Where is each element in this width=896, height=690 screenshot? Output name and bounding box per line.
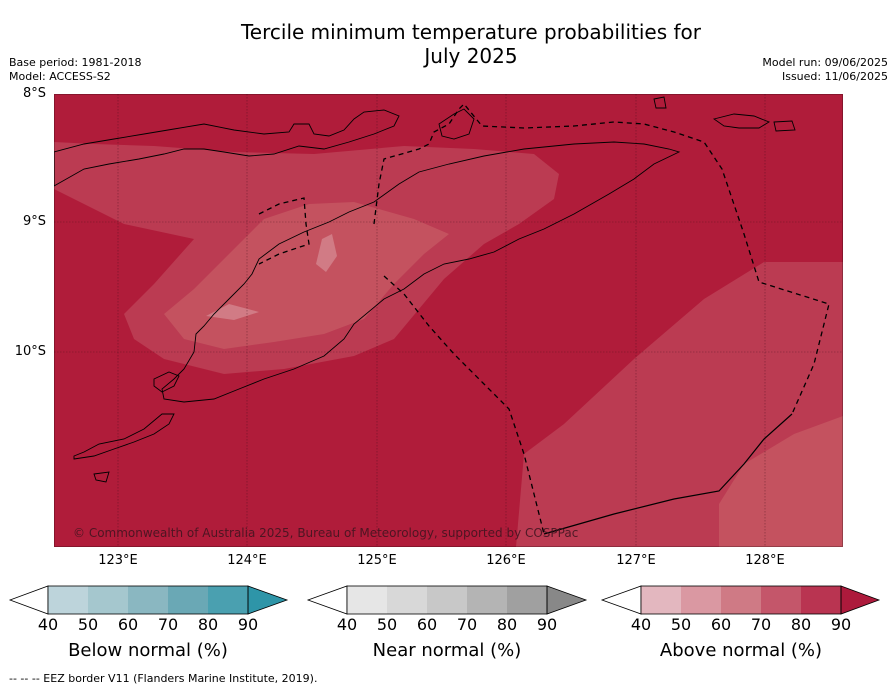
cb-near-tick: 60	[416, 615, 438, 634]
map-title-line2: July 2025	[424, 44, 518, 68]
colorbar-above-normal-bin	[721, 586, 761, 614]
colorbar-above-normal-bin	[761, 586, 801, 614]
lon-label-127e: 127°E	[616, 553, 656, 568]
contour-above-60-a	[206, 304, 259, 320]
small-island-1	[653, 96, 667, 109]
colorbar-above-normal-label: Above normal (%)	[659, 640, 823, 661]
colorbar-above-normal-bin	[681, 586, 721, 614]
colorbar-below-normal	[8, 585, 289, 615]
issued-date: Issued: 11/06/2025	[781, 70, 888, 83]
base-period: Base period: 1981-2018	[9, 56, 142, 69]
cb-above-tick: 70	[750, 615, 772, 634]
cb-below-tick: 70	[157, 615, 179, 634]
eez-border-solid	[543, 413, 793, 535]
cb-above-tick: 60	[710, 615, 732, 634]
lon-label-128e: 128°E	[745, 553, 785, 568]
colorbars	[8, 585, 881, 615]
small-island-2	[773, 120, 796, 132]
colorbar-above-normal-min-arrow	[600, 585, 642, 615]
eez-border	[258, 103, 830, 535]
cb-near-tick: 90	[536, 615, 558, 634]
lat-label-8s: 8°S	[22, 86, 46, 101]
lon-label-123e: 123°E	[98, 553, 138, 568]
contour-above-70-southeast	[719, 416, 843, 547]
colorbar-below-normal-bin	[48, 586, 88, 614]
colorbar-near-normal-min-arrow	[306, 585, 348, 615]
colorbar-below-normal-min-arrow	[8, 585, 49, 615]
colorbar-below-normal-bin	[168, 586, 208, 614]
cb-above-tick: 50	[670, 615, 692, 634]
colorbar-near-normal-bin	[387, 586, 427, 614]
colorbar-above-normal-max-arrow	[840, 585, 881, 615]
cb-below-tick: 80	[197, 615, 219, 634]
flores-coastline	[54, 109, 400, 187]
copyright-notice: © Commonwealth of Australia 2025, Bureau…	[73, 526, 579, 540]
colorbar-above-normal-bin	[801, 586, 841, 614]
cb-near-tick: 50	[376, 615, 398, 634]
map-title: Tercile minimum temperature probabilitie…	[0, 20, 896, 68]
gridlines	[54, 94, 843, 547]
colorbar-below-normal-bin	[88, 586, 128, 614]
meta-right: Model run: 09/06/2025 Issued: 11/06/2025	[762, 56, 888, 84]
meta-left: Base period: 1981-2018 Model: ACCESS-S2	[9, 56, 141, 84]
wetar-coastline	[712, 113, 771, 129]
colorbar-near-normal-label: Near normal (%)	[372, 640, 522, 661]
coastlines	[54, 96, 796, 483]
colorbar-below-normal-bin	[208, 586, 248, 614]
cb-near-tick: 40	[336, 615, 358, 634]
colorbar-below-normal-max-arrow	[247, 585, 289, 615]
model-name: Model: ACCESS-S2	[9, 70, 111, 83]
probability-map	[54, 94, 843, 547]
cb-below-tick: 40	[37, 615, 59, 634]
cb-near-tick: 80	[496, 615, 518, 634]
lat-label-9s: 9°S	[22, 214, 46, 229]
contour-above-60-b	[316, 234, 337, 272]
map-frame	[54, 94, 843, 547]
colorbar-near-normal-bin	[467, 586, 507, 614]
colorbar-near-normal-bin	[507, 586, 547, 614]
rote-coastline	[153, 371, 180, 393]
lon-label-124e: 124°E	[227, 553, 267, 568]
colorbar-near-normal	[306, 585, 588, 615]
colorbar-below-normal-bin	[128, 586, 168, 614]
cb-below-tick: 60	[117, 615, 139, 634]
colorbar-near-normal-bin	[427, 586, 467, 614]
small-island-3	[93, 471, 110, 483]
model-run: Model run: 09/06/2025	[762, 56, 888, 69]
colorbar-near-normal-max-arrow	[546, 585, 588, 615]
savu-coastline	[73, 413, 175, 460]
cb-below-tick: 90	[237, 615, 259, 634]
cb-above-tick: 40	[630, 615, 652, 634]
timor-coastline	[161, 141, 681, 403]
lon-label-126e: 126°E	[486, 553, 526, 568]
colorbar-near-normal-bin	[347, 586, 387, 614]
cb-above-tick: 90	[830, 615, 852, 634]
colorbar-below-normal-label: Below normal (%)	[68, 640, 228, 661]
map-title-line1: Tercile minimum temperature probabilitie…	[240, 20, 702, 44]
colorbar-above-normal	[600, 585, 881, 615]
cb-near-tick: 70	[456, 615, 478, 634]
lat-label-10s: 10°S	[14, 344, 46, 359]
cb-above-tick: 80	[790, 615, 812, 634]
colorbar-above-normal-bin	[641, 586, 681, 614]
lon-label-125e: 125°E	[357, 553, 397, 568]
eez-footnote: -- -- -- EEZ border V11 (Flanders Marine…	[9, 672, 318, 685]
cb-below-tick: 50	[77, 615, 99, 634]
